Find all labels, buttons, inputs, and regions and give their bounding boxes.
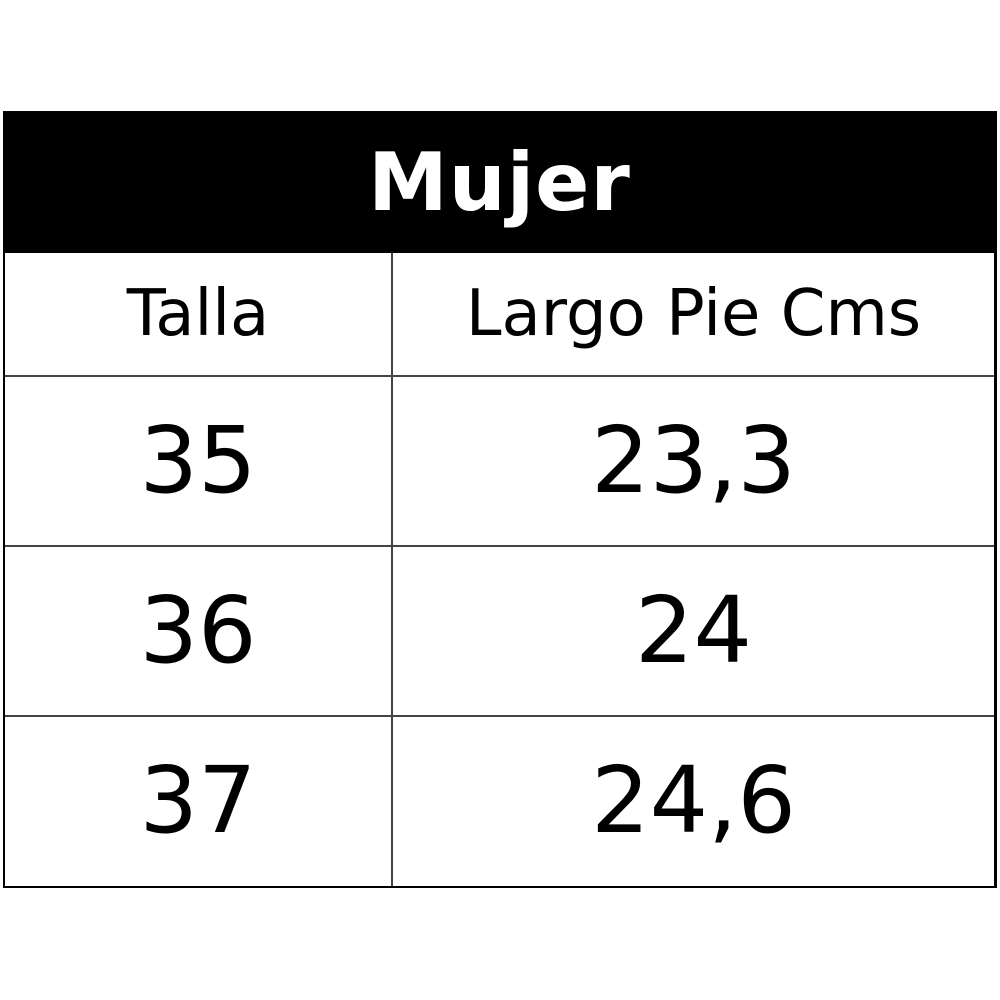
talla-cell: 37: [5, 715, 393, 886]
largo-cell: 24: [634, 576, 753, 684]
header-row: Talla Largo Pie Cms: [5, 253, 994, 377]
table-row: 37 24,6: [5, 715, 994, 886]
talla-cell: 36: [5, 545, 393, 715]
header-largo-pie: Largo Pie Cms: [465, 277, 922, 351]
table-title: Mujer: [5, 111, 994, 253]
largo-cell: 23,3: [591, 406, 796, 514]
header-talla: Talla: [5, 253, 393, 375]
table-row: 36 24: [5, 545, 994, 717]
talla-cell: 35: [5, 375, 393, 545]
table-row: 35 23,3: [5, 375, 994, 547]
largo-cell: 24,6: [591, 747, 796, 854]
size-table: Mujer Talla Largo Pie Cms 35 23,3 36 24 …: [3, 111, 997, 888]
